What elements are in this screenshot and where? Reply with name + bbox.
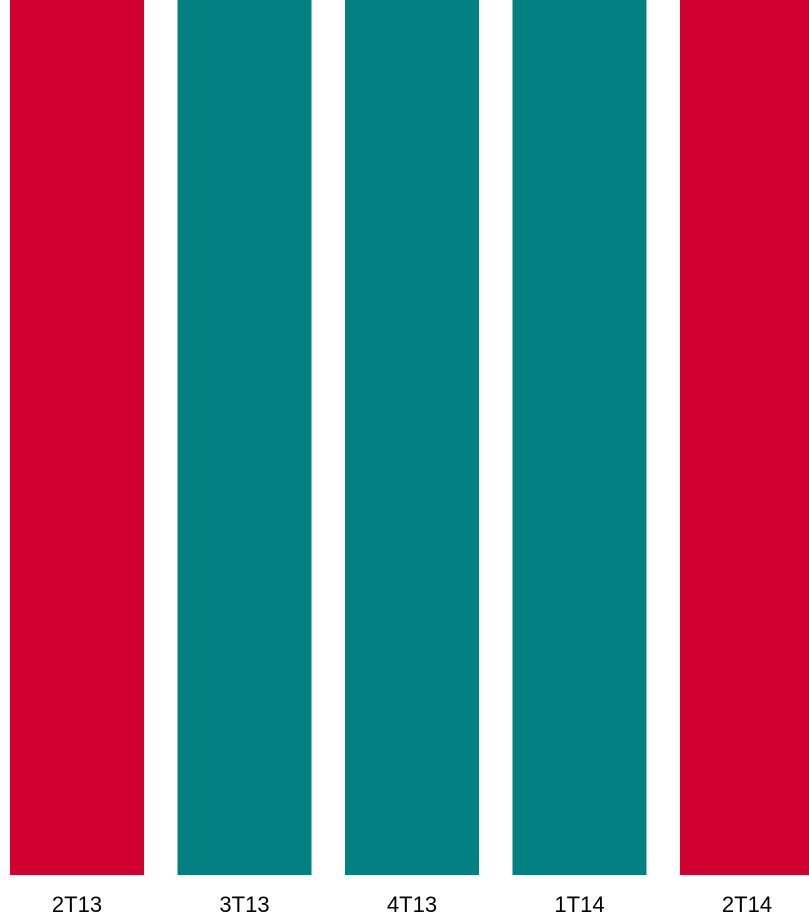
x-tick-label-3T13: 3T13: [219, 892, 269, 917]
bar-1T14: [512, 0, 647, 875]
bar-2T13: [10, 0, 144, 876]
bar-2T14: [680, 0, 809, 875]
x-tick-label-1T14: 1T14: [554, 892, 604, 917]
x-tick-label-2T13: 2T13: [52, 892, 102, 917]
bar-4T13: [345, 0, 479, 876]
x-tick-label-4T13: 4T13: [387, 892, 437, 917]
bar-3T13: [177, 0, 312, 875]
x-tick-label-2T14: 2T14: [722, 892, 772, 917]
